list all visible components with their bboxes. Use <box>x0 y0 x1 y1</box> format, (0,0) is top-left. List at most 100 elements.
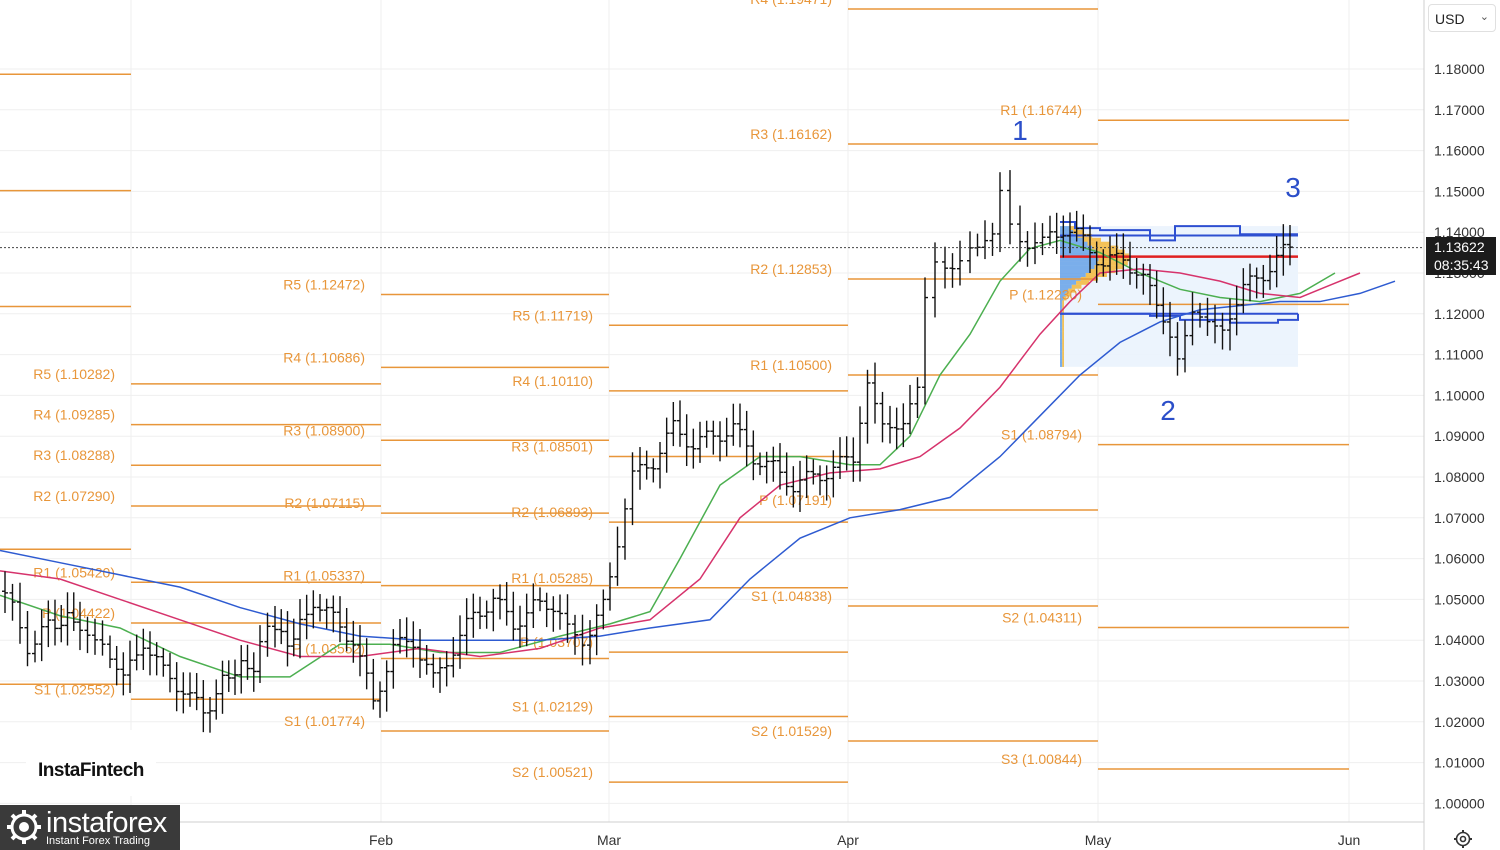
profile-bar <box>1062 347 1064 352</box>
profile-bar <box>1063 296 1067 301</box>
pivot-label: R1 (1.10500) <box>750 357 832 373</box>
profile-bar <box>1060 347 1063 352</box>
y-tick-label: 1.07000 <box>1434 510 1485 526</box>
profile-bar <box>1062 362 1064 367</box>
pivot-label: R1 (1.16744) <box>1000 102 1082 118</box>
pivot-label: S1 (1.02552) <box>34 681 115 697</box>
currency-label: USD <box>1435 11 1465 27</box>
wave-label: 3 <box>1285 172 1301 203</box>
profile-bar <box>1062 300 1064 305</box>
profile-bar <box>1060 304 1063 309</box>
pivot-label: S1 (1.08794) <box>1001 427 1082 443</box>
pivot-label: R4 (1.19471) <box>750 0 832 7</box>
pivot-label: P (1.07191) <box>759 492 832 508</box>
pivot-label: P (1.04422) <box>42 605 115 621</box>
profile-bar <box>1060 284 1072 289</box>
profile-bar <box>1097 261 1128 266</box>
profile-bar <box>1060 229 1074 234</box>
pivot-label: S2 (1.04311) <box>1002 610 1082 626</box>
pivot-label: R3 (1.08288) <box>33 447 115 463</box>
profile-bar <box>1060 226 1070 231</box>
x-tick-label: Apr <box>837 832 859 848</box>
pivot-label: P (1.12230) <box>1009 286 1082 302</box>
y-tick-label: 1.08000 <box>1434 469 1485 485</box>
profile-bar <box>1062 316 1064 321</box>
profile-bar <box>1060 359 1063 364</box>
profile-bar <box>1060 265 1095 270</box>
instaforex-emblem-icon <box>7 810 41 844</box>
pivot-label: R4 (1.09285) <box>33 407 115 423</box>
profile-bar <box>1062 355 1064 360</box>
pivot-label: R3 (1.16162) <box>750 126 832 142</box>
y-tick-label: 1.06000 <box>1434 551 1485 567</box>
profile-bar <box>1094 265 1123 270</box>
profile-bar <box>1069 226 1078 231</box>
pivot-label: R1 (1.05337) <box>283 568 365 584</box>
y-tick-label: 1.09000 <box>1434 428 1485 444</box>
profile-bar <box>1060 335 1063 340</box>
pivot-label: R2 (1.07290) <box>33 488 115 504</box>
pivot-label: P (1.03552) <box>292 640 365 656</box>
pivot-label: R1 (1.05420) <box>33 564 115 580</box>
pivot-label: S2 (1.00521) <box>512 764 593 780</box>
wave-label: 1 <box>1012 115 1028 146</box>
profile-bar <box>1062 351 1064 356</box>
instaforex-logo: instaforex Instant Forex Trading <box>0 805 180 850</box>
profile-bar <box>1062 323 1064 328</box>
pivot-label: R3 (1.08900) <box>283 422 365 438</box>
volume-profile <box>1060 221 1299 367</box>
y-tick-label: 1.12000 <box>1434 306 1485 322</box>
profile-bar <box>1065 292 1071 297</box>
pivot-label: R2 (1.12853) <box>750 261 832 277</box>
pivot-label: S1 (1.04838) <box>751 588 832 604</box>
y-tick-label: 1.18000 <box>1434 61 1485 77</box>
pivot-label: S1 (1.01774) <box>284 713 365 729</box>
profile-bar <box>1062 304 1064 309</box>
profile-bar <box>1062 327 1064 332</box>
profile-bar <box>1060 269 1091 274</box>
current-price-tag: 1.13622 08:35:43 <box>1426 237 1496 275</box>
wave-labels: 1 2 3 <box>1012 115 1301 426</box>
profile-bar <box>1060 249 1096 254</box>
pivot-label: R2 (1.07115) <box>284 495 365 511</box>
profile-bar <box>1071 284 1082 289</box>
profile-bar <box>1060 261 1098 266</box>
profile-bar <box>1060 237 1083 242</box>
profile-bar <box>1062 343 1064 348</box>
pivot-label: S3 (1.00844) <box>1001 751 1082 767</box>
currency-selector[interactable]: USD ⌄ <box>1428 4 1496 32</box>
profile-bar <box>1060 292 1066 297</box>
profile-bar <box>1060 323 1063 328</box>
instaforex-logo-text: instaforex <box>46 807 167 839</box>
profile-bar <box>1060 331 1063 336</box>
pivot-label: R4 (1.10686) <box>283 349 365 365</box>
wave-label: 2 <box>1160 395 1176 426</box>
gear-icon[interactable] <box>1453 829 1473 849</box>
profile-bar <box>1087 241 1111 246</box>
y-tick-label: 1.02000 <box>1434 714 1485 730</box>
y-tick-label: 1.03000 <box>1434 673 1485 689</box>
profile-bar <box>1062 308 1064 313</box>
pivot-label: S1 (1.02129) <box>512 699 593 715</box>
grid <box>0 0 1424 822</box>
y-tick-label: 1.01000 <box>1434 755 1485 771</box>
profile-bar <box>1062 339 1064 344</box>
profile-bar <box>1060 316 1063 321</box>
pivot-label: R3 (1.08501) <box>511 439 593 455</box>
x-tick-label: Mar <box>597 832 621 848</box>
profile-bar <box>1060 280 1077 285</box>
profile-bar <box>1060 319 1063 324</box>
profile-bar <box>1060 273 1086 277</box>
instafintech-logo: InstaFintech <box>26 730 156 796</box>
current-price: 1.13622 <box>1434 239 1485 255</box>
ma-slow-line <box>0 280 1396 641</box>
pivot-label: R1 (1.05285) <box>511 570 593 586</box>
pivot-label: S2 (1.01529) <box>751 723 832 739</box>
profile-bar <box>1060 343 1063 348</box>
y-tick-label: 1.17000 <box>1434 102 1485 118</box>
profile-bar <box>1073 229 1085 234</box>
pivot-label: R2 (1.06893) <box>511 504 593 520</box>
profile-bar <box>1082 237 1102 242</box>
profile-bar <box>1060 300 1063 305</box>
